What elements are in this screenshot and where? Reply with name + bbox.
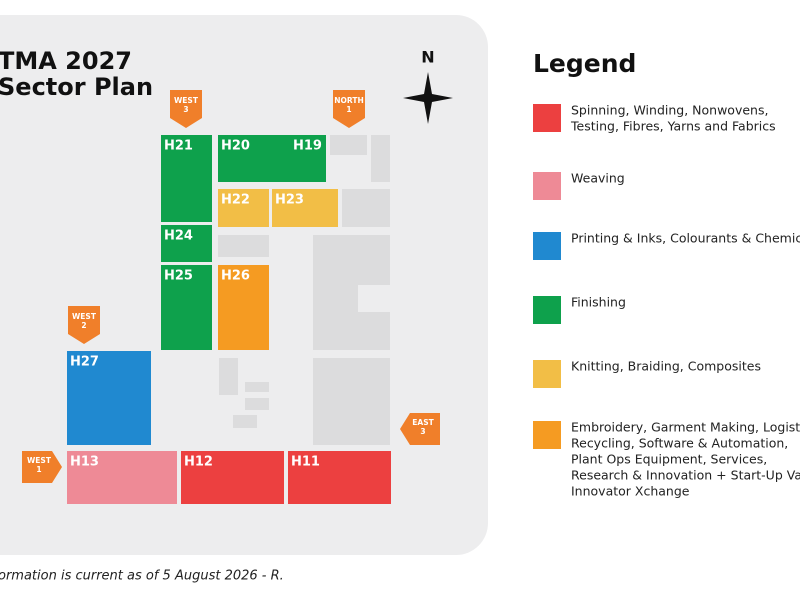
compass-label: N [421, 48, 434, 67]
entrance-marker [22, 451, 62, 483]
legend-swatch [533, 232, 561, 260]
legend-text: Weaving [571, 171, 625, 186]
hall [218, 189, 269, 227]
entrance-marker [333, 90, 365, 128]
hall [67, 351, 151, 445]
hall [218, 135, 290, 182]
legend-text: Plant Ops Equipment, Services, [571, 452, 767, 467]
hall-label: H24 [164, 229, 193, 244]
entrance-label: WEST [72, 312, 97, 321]
hall-label: H21 [164, 139, 193, 154]
hall-label: H27 [70, 355, 99, 370]
hall [67, 451, 177, 504]
legend-text: Finishing [571, 295, 626, 310]
hall [290, 135, 326, 182]
hall [181, 451, 284, 504]
other-buildings [218, 135, 390, 445]
title-line: TMA 2027 [0, 47, 132, 75]
entrance-number: 3 [183, 105, 188, 114]
entrance-label: WEST [27, 456, 52, 465]
hall-label: H23 [275, 193, 304, 208]
hall-label: H19 [293, 139, 322, 154]
entrance-number: 1 [346, 105, 351, 114]
hall [161, 265, 212, 350]
title-line: Sector Plan [0, 73, 153, 101]
compass-star [403, 72, 453, 124]
entrance-label: NORTH [334, 96, 363, 105]
entrance-label: EAST [412, 418, 434, 427]
hall-label: H12 [184, 455, 213, 470]
legend-swatch [533, 421, 561, 449]
legend-text: Testing, Fibres, Yarns and Fabrics [570, 119, 776, 134]
hall-label: H22 [221, 193, 250, 208]
hall-label: H25 [164, 269, 193, 284]
legend-text: Innovator Xchange [571, 484, 690, 499]
footer-note: ormation is current as of 5 August 2026 … [0, 569, 284, 584]
legend-text: Knitting, Braiding, Composites [571, 359, 761, 374]
hall [161, 135, 212, 222]
legend-swatch [533, 296, 561, 324]
legend-swatch [533, 360, 561, 388]
legend-text: Embroidery, Garment Making, Logistic [571, 420, 800, 435]
legend-text: Recycling, Software & Automation, [571, 436, 788, 451]
legend-text: Spinning, Winding, Nonwovens, [571, 103, 768, 118]
entrance-marker [170, 90, 202, 128]
hall-label: H11 [291, 455, 320, 470]
hall [218, 265, 269, 350]
legend-text: Printing & Inks, Colourants & Chemical [571, 231, 800, 246]
legend-title: Legend [533, 49, 636, 78]
entrance-number: 1 [36, 465, 41, 474]
entrance-marker [400, 413, 440, 445]
entrance-marker [68, 306, 100, 344]
legend-swatch [533, 172, 561, 200]
hall-label: H20 [221, 139, 250, 154]
legend-text: Research & Innovation + Start-Up Vall [571, 468, 800, 483]
entrance-number: 2 [81, 321, 86, 330]
hall-label: H13 [70, 455, 99, 470]
legend-swatch [533, 104, 561, 132]
hall [288, 451, 391, 504]
hall-label: H26 [221, 269, 250, 284]
hall [161, 225, 212, 262]
entrance-number: 3 [420, 427, 425, 436]
entrance-label: WEST [174, 96, 199, 105]
hall [272, 189, 338, 227]
